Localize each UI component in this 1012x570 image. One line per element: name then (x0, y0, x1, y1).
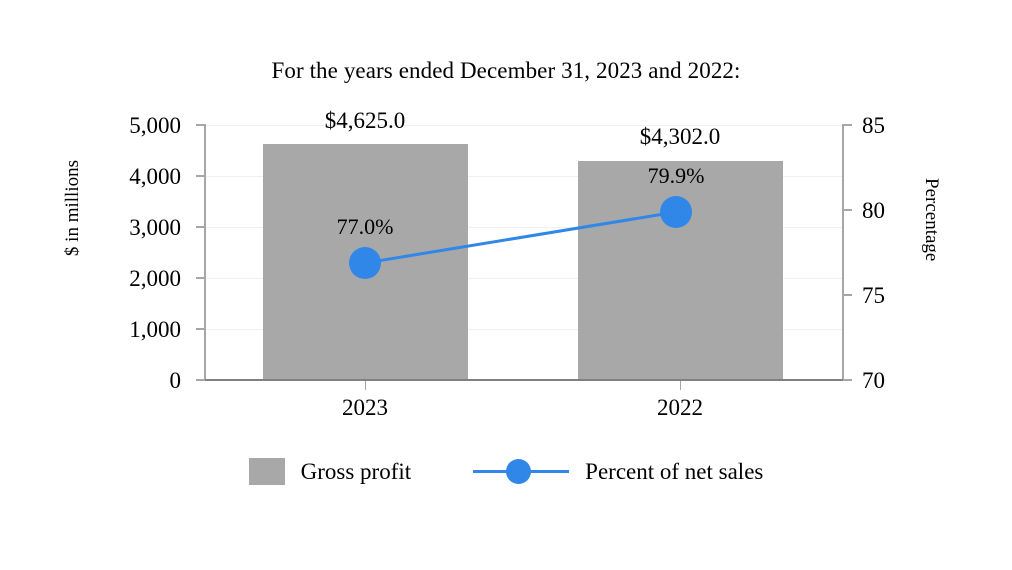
gridline-5000 (205, 125, 843, 126)
chart-title: For the years ended December 31, 2023 an… (271, 58, 741, 83)
gridline-4000 (205, 176, 843, 177)
left-tick-label-1000: 1,000 (129, 317, 181, 342)
category-axis-line (204, 379, 844, 381)
right-tick-label-75: 75 (862, 283, 885, 308)
left-tick-label-2000: 2,000 (129, 266, 181, 291)
legend-item-gross-profit[interactable]: Gross profit (248, 458, 412, 485)
legend-item-percent-of-net-sales[interactable]: Percent of net sales (473, 458, 763, 485)
left-tick-0 (196, 379, 205, 381)
legend-label-percent-of-net-sales: Percent of net sales (585, 458, 764, 484)
left-tick-5000 (196, 124, 205, 126)
right-tick-85 (843, 124, 852, 126)
left-tick-1000 (196, 328, 205, 330)
category-tick-2022 (680, 381, 681, 390)
gridline-2000 (205, 278, 843, 279)
legend-label-gross-profit: Gross profit (300, 458, 412, 484)
right-axis-line (842, 124, 844, 381)
legend-swatch-line-marker-icon (473, 458, 570, 485)
pct-value-label-2023: 77.0% (336, 214, 394, 239)
chart-legend: Gross profit Percent of net sales (0, 458, 1012, 485)
right-tick-70 (843, 379, 852, 381)
bar-value-label-2023: $4,625.0 (324, 108, 406, 133)
legend-swatch-bar-icon (248, 458, 285, 485)
left-tick-3000 (196, 226, 205, 228)
left-tick-2000 (196, 277, 205, 279)
bar-2022 (578, 161, 783, 380)
pct-value-label-2022: 79.9% (647, 163, 705, 188)
category-label-2023: 2023 (342, 395, 388, 420)
left-tick-label-4000: 4,000 (129, 164, 181, 189)
right-axis-title: Percentage (921, 178, 942, 262)
gridline-1000 (205, 329, 843, 330)
right-tick-label-70: 70 (862, 368, 885, 393)
category-label-2022: 2022 (657, 395, 703, 420)
left-tick-label-3000: 3,000 (129, 215, 181, 240)
left-axis-line (204, 124, 206, 381)
plot-area (205, 125, 843, 380)
category-tick-2023 (365, 381, 366, 390)
left-tick-4000 (196, 175, 205, 177)
bar-2023 (263, 144, 468, 380)
left-tick-label-0: 0 (169, 368, 182, 393)
bar-value-label-2022: $4,302.0 (639, 124, 721, 149)
right-tick-label-80: 80 (862, 198, 885, 223)
right-tick-label-85: 85 (862, 113, 885, 138)
left-tick-label-5000: 5,000 (129, 113, 181, 138)
right-tick-75 (843, 294, 852, 296)
right-tick-80 (843, 209, 852, 211)
